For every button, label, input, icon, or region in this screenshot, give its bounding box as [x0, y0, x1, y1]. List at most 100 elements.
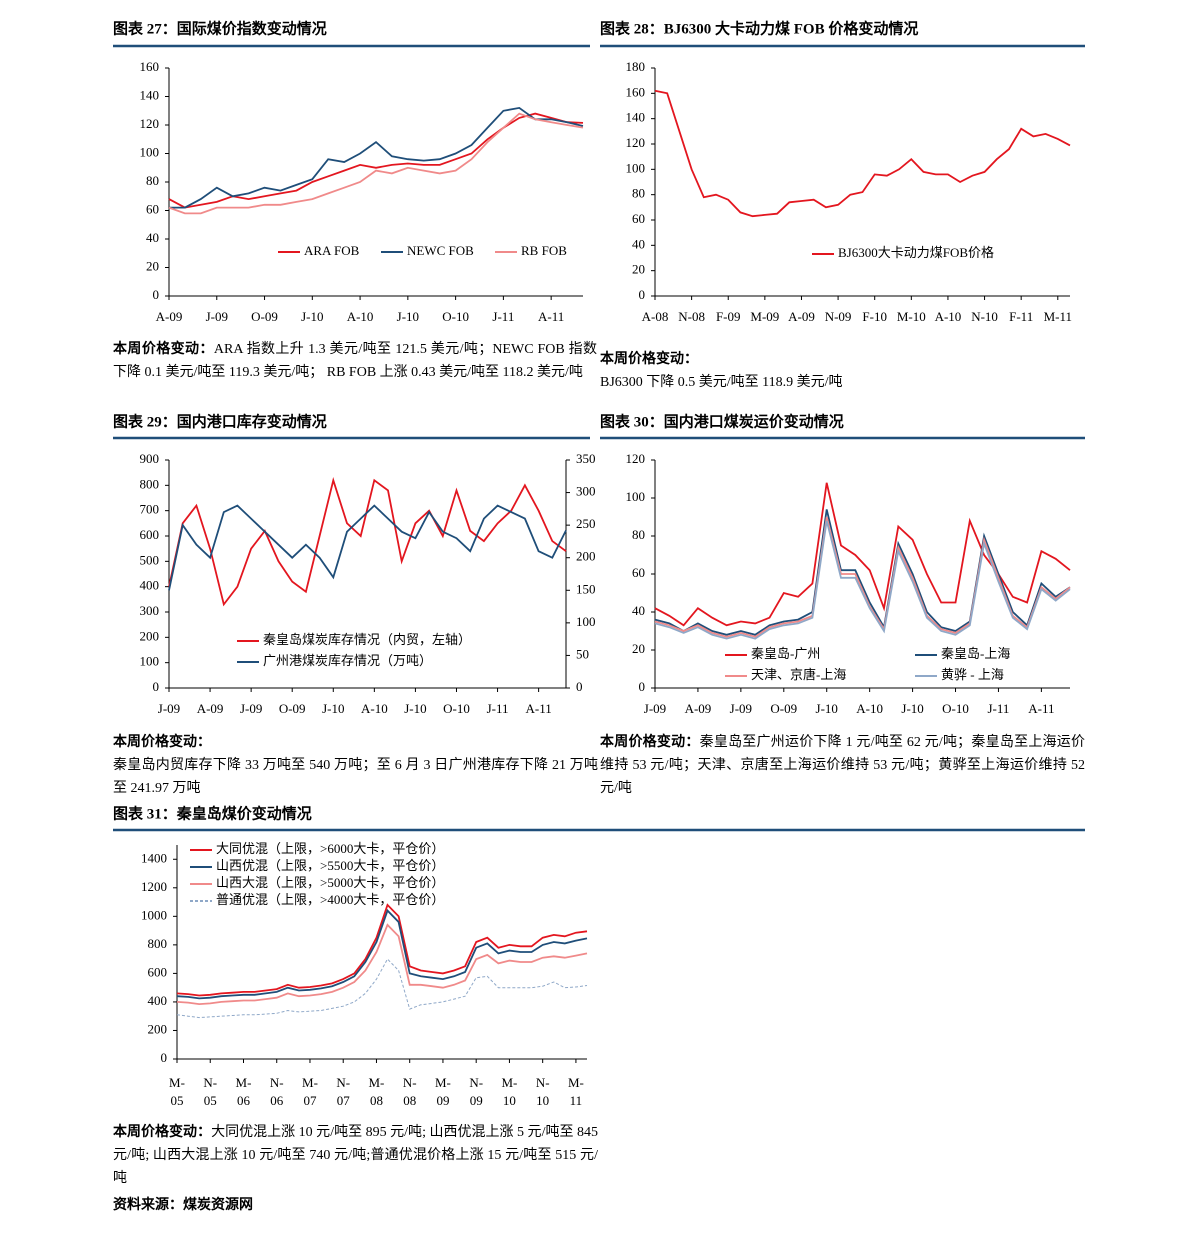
series-line — [654, 516, 1071, 638]
x-tick-label: M-11 — [1044, 309, 1072, 324]
y-tick-label: 200 — [140, 628, 160, 643]
x-tick-label: M- 06 — [235, 1075, 252, 1108]
x-tick-label: J-10 — [301, 309, 323, 324]
y-tick-label: 400 — [140, 578, 160, 593]
x-tick-label: A-09 — [685, 701, 712, 716]
y-tick-label: 20 — [146, 258, 159, 273]
x-tick-label: M- 07 — [302, 1075, 318, 1108]
y-tick-label: 1400 — [141, 850, 167, 865]
legend-label: 大同优混（上限，>6000大卡，平仓价） — [216, 841, 444, 856]
x-tick-label: J-09 — [206, 309, 228, 324]
caption: 本周价格变动： BJ6300 下降 0.5 美元/吨至 118.9 美元/吨 — [600, 348, 1085, 394]
series-line — [168, 476, 567, 607]
y-tick-label: 20 — [632, 641, 645, 656]
x-tick-label: A-10 — [856, 701, 883, 716]
legend-label: ARA FOB — [304, 243, 360, 258]
caption-label: 本周价格变动： — [600, 352, 698, 367]
y-tick-label: 400 — [148, 993, 168, 1008]
series-line — [168, 504, 567, 591]
x-tick-label: A-08 — [642, 309, 669, 324]
x-tick-label: O-09 — [770, 701, 797, 716]
x-tick-label: A-10 — [347, 309, 374, 324]
caption-text: 秦皇岛至广州运价下降 1 元/吨至 62 元/吨；秦皇岛至上海运价维持 53 元… — [600, 735, 1086, 796]
caption: 本周价格变动：ARA 指数上升 1.3 美元/吨至 121.5 美元/吨；NEW… — [113, 338, 597, 384]
series-line — [654, 89, 1071, 218]
legend-label: 秦皇岛-上海 — [941, 646, 1010, 661]
x-tick-label: N- 10 — [535, 1075, 550, 1108]
x-tick-label: N- 09 — [469, 1075, 484, 1108]
x-tick-label: A-09 — [156, 309, 183, 324]
caption: 本周价格变动：大同优混上涨 10 元/吨至 895 元/吨; 山西优混上涨 5 … — [113, 1121, 598, 1190]
x-tick-label: A-11 — [1028, 701, 1054, 716]
caption-text: 秦皇岛内贸库存下降 33 万吨至 540 万吨；至 6 月 3 日广州港库存下降… — [113, 758, 598, 796]
x-tick-label: M- 09 — [434, 1075, 451, 1108]
x-tick-label: J-10 — [404, 701, 426, 716]
x-tick-label: M- 05 — [169, 1075, 185, 1108]
caption-label: 本周价格变动： — [113, 735, 211, 750]
y-tick-label: 80 — [632, 186, 645, 201]
y-tick-label: 0 — [153, 679, 160, 694]
x-tick-label: F-10 — [862, 309, 887, 324]
y-tick-label: 140 — [626, 110, 646, 125]
y2-tick-label: 150 — [576, 581, 596, 596]
x-tick-label: M-09 — [750, 309, 779, 324]
y2-tick-label: 50 — [576, 646, 589, 661]
chart-title: 图表 27：国际煤价指数变动情况 — [113, 19, 327, 37]
x-tick-label: O-09 — [279, 701, 306, 716]
y-tick-label: 900 — [140, 451, 160, 466]
y-tick-label: 800 — [148, 936, 168, 951]
y-tick-label: 0 — [153, 287, 160, 302]
x-tick-label: J-11 — [987, 701, 1009, 716]
legend-label: 天津、京唐-上海 — [751, 667, 846, 682]
y-tick-label: 140 — [140, 87, 160, 102]
x-tick-label: M- 08 — [368, 1075, 385, 1108]
y-tick-label: 0 — [161, 1050, 168, 1065]
x-tick-label: J-10 — [322, 701, 344, 716]
y2-tick-label: 350 — [576, 451, 596, 466]
caption-text: 大同优混上涨 10 元/吨至 895 元/吨; 山西优混上涨 5 元/吨至 84… — [113, 1125, 599, 1186]
x-tick-label: J-10 — [816, 701, 838, 716]
caption-label: 本周价格变动： — [113, 342, 214, 357]
x-tick-label: J-09 — [730, 701, 752, 716]
legend-label: 秦皇岛煤炭库存情况（内贸，左轴） — [263, 632, 471, 647]
y-tick-label: 700 — [140, 502, 160, 517]
chart-title: 图表 30：国内港口煤炭运价变动情况 — [600, 412, 844, 430]
y-tick-label: 80 — [632, 527, 645, 542]
legend-label: 普通优混（上限，>4000大卡，平仓价） — [216, 892, 444, 907]
x-tick-label: J-09 — [240, 701, 262, 716]
y-tick-label: 40 — [146, 230, 159, 245]
y-tick-label: 40 — [632, 236, 645, 251]
x-tick-label: O-10 — [942, 701, 969, 716]
y-tick-label: 80 — [146, 173, 159, 188]
x-tick-label: J-10 — [397, 309, 419, 324]
x-tick-label: F-09 — [716, 309, 741, 324]
legend-label: RB FOB — [521, 243, 567, 258]
y-tick-label: 600 — [140, 527, 160, 542]
series-line — [176, 903, 588, 997]
y-tick-label: 600 — [148, 964, 168, 979]
chart-title: 图表 29：国内港口库存变动情况 — [113, 412, 327, 430]
y-tick-label: 100 — [140, 144, 160, 159]
y-tick-label: 100 — [626, 489, 646, 504]
x-tick-label: A-09 — [197, 701, 224, 716]
x-tick-label: A-10 — [935, 309, 962, 324]
series-line — [168, 112, 584, 215]
legend-label: 山西大混（上限，>5000大卡，平仓价） — [216, 875, 444, 890]
y-tick-label: 120 — [626, 135, 646, 150]
x-tick-label: J-10 — [901, 701, 923, 716]
y2-tick-label: 250 — [576, 516, 596, 531]
x-tick-label: A-09 — [788, 309, 815, 324]
y-tick-label: 120 — [626, 451, 646, 466]
x-tick-label: J-11 — [492, 309, 514, 324]
y-tick-label: 0 — [639, 679, 646, 694]
x-tick-label: M-10 — [897, 309, 926, 324]
x-tick-label: N-09 — [825, 309, 852, 324]
x-tick-label: N- 07 — [336, 1075, 351, 1108]
y-tick-label: 160 — [140, 59, 160, 74]
x-tick-label: J-11 — [487, 701, 509, 716]
caption-label: 本周价格变动： — [113, 1125, 212, 1140]
source: 资料来源：煤炭资源网 — [113, 1198, 253, 1213]
x-tick-label: M- 11 — [567, 1075, 584, 1108]
series-line — [654, 520, 1071, 640]
